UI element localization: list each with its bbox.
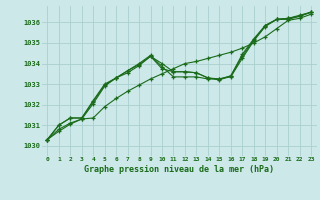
X-axis label: Graphe pression niveau de la mer (hPa): Graphe pression niveau de la mer (hPa) [84,165,274,174]
